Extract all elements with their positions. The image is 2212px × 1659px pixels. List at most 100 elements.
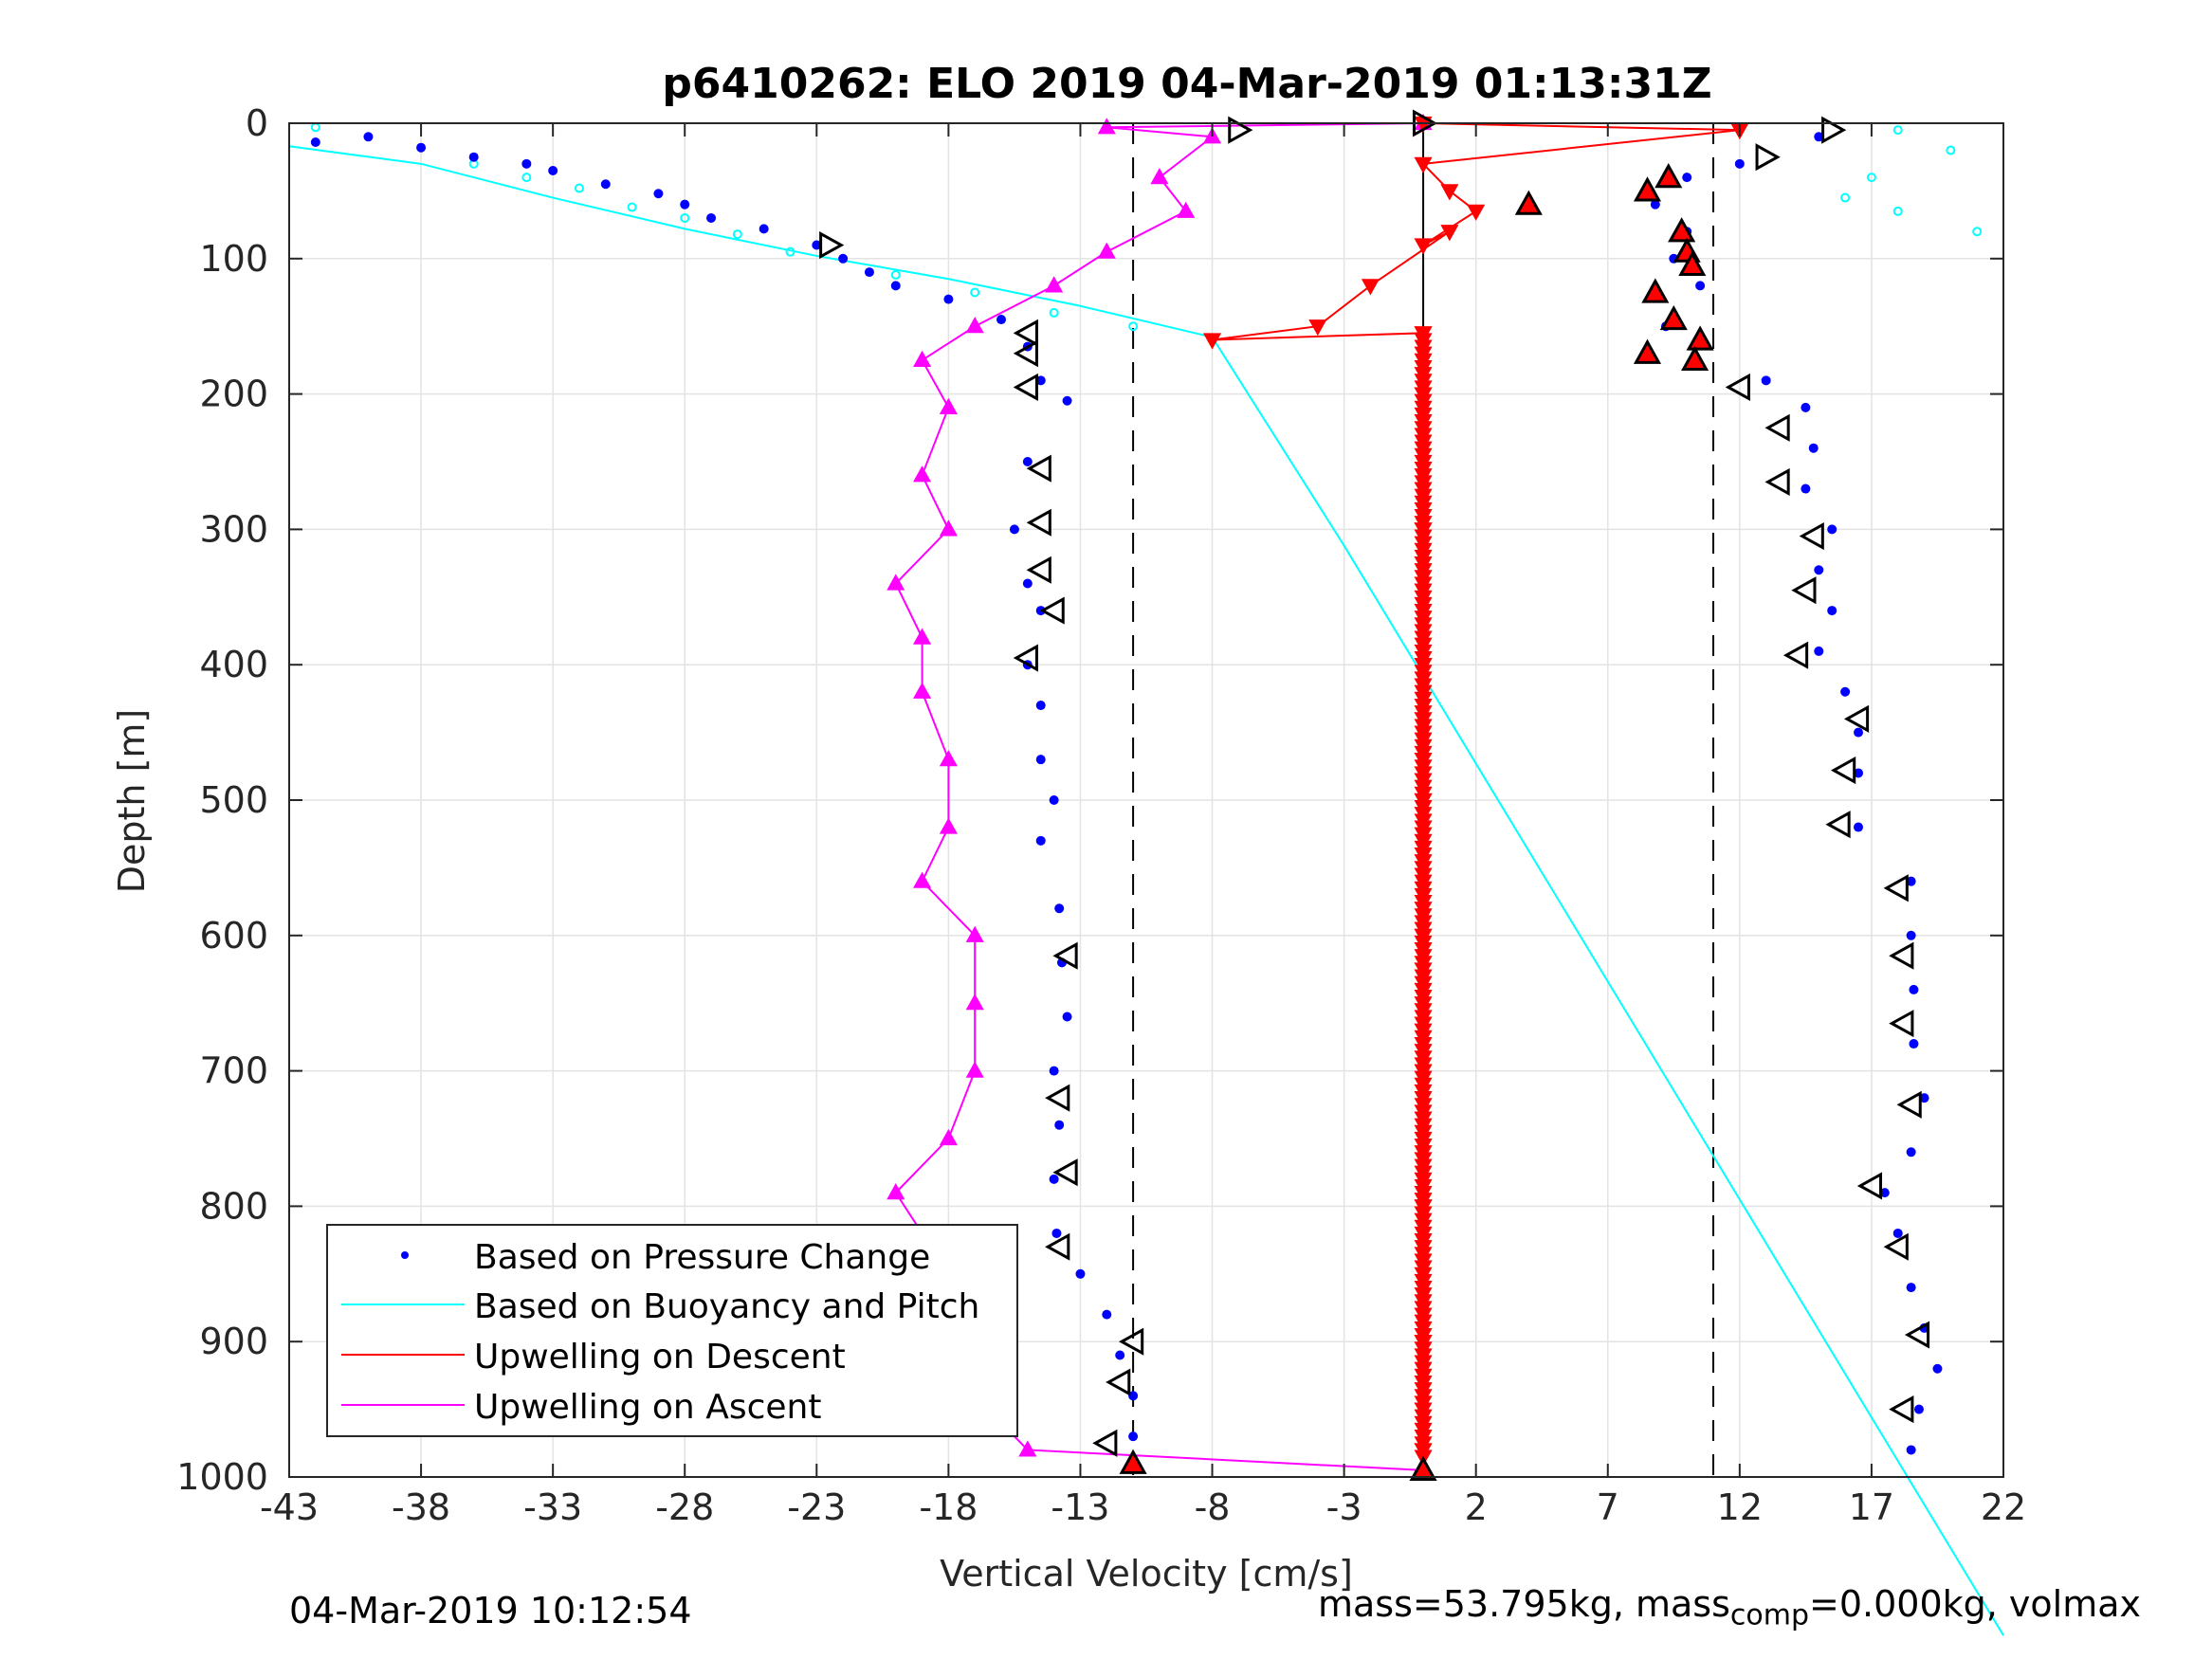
- pressure-point: [1128, 1431, 1139, 1442]
- marker-open-left: [1831, 757, 1856, 785]
- series-buoyancy-line: [288, 145, 2004, 1636]
- pressure-point: [1854, 822, 1864, 832]
- ascent-point: [887, 574, 905, 591]
- chart-title: p6410262: ELO 2019 04-Mar-2019 01:13:31Z: [662, 60, 1711, 108]
- ascent-point: [913, 682, 932, 699]
- pressure-point: [1801, 402, 1811, 412]
- pressure-point: [1854, 768, 1864, 778]
- ascent-point: [965, 317, 984, 334]
- x-tick-label: 7: [1597, 1486, 1619, 1528]
- descent-point: [1308, 319, 1327, 337]
- pressure-point: [1650, 199, 1660, 210]
- pressure-point: [759, 224, 769, 234]
- pressure-point: [1909, 1039, 1919, 1049]
- y-tick-label: 900: [199, 1321, 268, 1362]
- pressure-point: [996, 315, 1007, 325]
- pressure-point: [1854, 727, 1864, 738]
- pressure-point: [1814, 646, 1824, 656]
- y-tick-label: 500: [199, 779, 268, 821]
- ascent-point: [939, 520, 958, 537]
- marker-open-left: [1045, 1232, 1070, 1261]
- pressure-point: [1062, 395, 1072, 406]
- marker-open-left: [1764, 467, 1790, 496]
- pressure-point: [310, 137, 320, 147]
- descent-point: [1361, 279, 1380, 296]
- footer-mass-sub: comp: [1729, 1598, 1810, 1632]
- legend: Based on Pressure Change Based on Buoyan…: [326, 1224, 1018, 1437]
- marker-open-left: [1782, 641, 1809, 669]
- pressure-point: [1906, 1147, 1916, 1158]
- x-tick-label: -43: [260, 1486, 319, 1528]
- marker-filled: [1514, 190, 1543, 215]
- marker-open-left: [1052, 941, 1078, 970]
- y-tick-label: 700: [199, 1050, 268, 1092]
- buoyancy-point: [680, 212, 690, 223]
- y-tick-label: 300: [199, 508, 268, 550]
- pressure-point: [1909, 984, 1919, 994]
- ascent-point: [965, 925, 984, 942]
- marker-filled: [1659, 304, 1688, 331]
- y-tick-label: 400: [199, 644, 268, 685]
- ascent-point: [939, 397, 958, 414]
- legend-swatch-pressure: [401, 1251, 409, 1259]
- marker-open-left: [1843, 704, 1870, 733]
- buoyancy-point: [1892, 125, 1903, 136]
- descent-point: [1440, 225, 1459, 242]
- ascent-point: [939, 750, 958, 767]
- marker-open-left: [1904, 1321, 1930, 1349]
- pressure-point: [1075, 1268, 1086, 1279]
- pressure-point: [812, 240, 822, 250]
- marker-filled: [1119, 1449, 1147, 1474]
- pressure-point: [416, 142, 427, 153]
- pressure-point: [943, 294, 954, 304]
- pressure-point: [1035, 755, 1046, 765]
- marker-open-left: [1119, 1327, 1144, 1356]
- pressure-point: [1906, 1445, 1916, 1455]
- marker-open-left: [1026, 454, 1051, 483]
- x-tick-label: -33: [523, 1486, 582, 1528]
- marker-layer: [819, 109, 1930, 1481]
- pressure-point: [1062, 1012, 1072, 1022]
- buoyancy-point: [521, 173, 532, 183]
- pressure-point: [1035, 701, 1046, 711]
- marker-filled: [1641, 278, 1670, 303]
- y-tick-label: 100: [199, 238, 268, 280]
- marker-open-left: [1889, 941, 1914, 970]
- marker-open-left: [1883, 1232, 1909, 1261]
- pressure-point: [1814, 565, 1824, 575]
- pressure-point: [1827, 606, 1837, 616]
- buoyancy-point: [1972, 227, 1983, 237]
- marker-open-left: [1052, 1158, 1078, 1187]
- footer-timestamp: 04-Mar-2019 10:12:54: [289, 1590, 692, 1632]
- x-tick-label: -3: [1326, 1486, 1362, 1528]
- buoyancy-point: [1840, 192, 1851, 203]
- pressure-point: [1035, 835, 1046, 846]
- ascent-point: [1150, 168, 1169, 185]
- pressure-point: [838, 253, 849, 264]
- marker-open-right: [1821, 116, 1847, 144]
- marker-open-left: [1013, 319, 1038, 347]
- descent-point: [1202, 333, 1222, 350]
- marker-open-left: [1764, 413, 1790, 442]
- pressure-point: [363, 132, 374, 142]
- legend-box: [326, 1224, 1018, 1437]
- x-tick-label: 12: [1717, 1486, 1763, 1528]
- pressure-point: [1049, 795, 1059, 805]
- marker-filled: [1654, 163, 1683, 189]
- pressure-point: [1049, 1174, 1059, 1184]
- pressure-point: [1827, 524, 1837, 535]
- x-axis-label: Vertical Velocity [cm/s]: [940, 1553, 1353, 1595]
- marker-filled: [1668, 217, 1696, 243]
- ascent-point: [1177, 201, 1196, 218]
- pressure-point: [1840, 686, 1851, 697]
- footer-mass-info: mass=53.795kg, masscomp=0.000kg, volmax: [1318, 1583, 2141, 1632]
- marker-open-left: [1026, 508, 1051, 537]
- marker-open-left: [1799, 521, 1824, 551]
- marker-open-left: [1026, 556, 1051, 584]
- marker-open-left: [1725, 373, 1750, 402]
- y-tick-label: 600: [199, 915, 268, 957]
- ascent-point: [913, 871, 932, 888]
- x-tick-label: -23: [787, 1486, 846, 1528]
- pressure-point: [1906, 876, 1916, 886]
